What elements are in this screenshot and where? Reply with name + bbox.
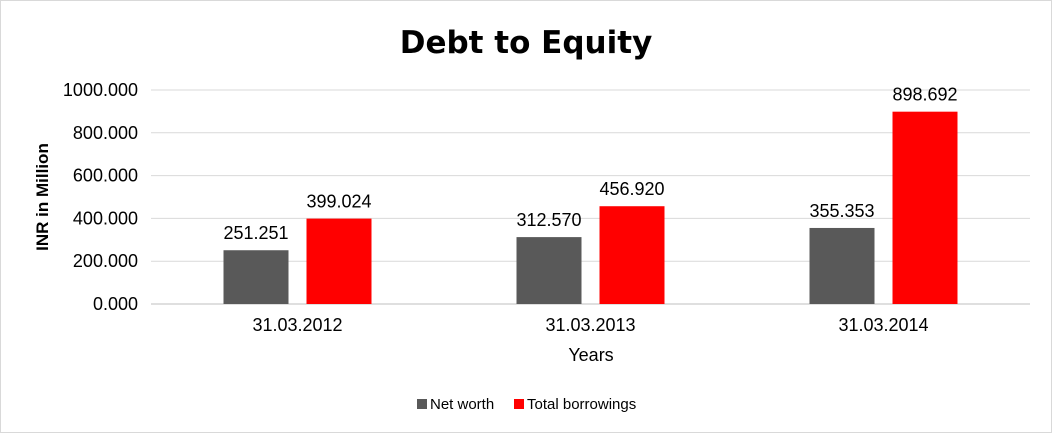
- y-axis-ticks: 0.000 200.000 400.000 600.000 800.000 1000.00…: [63, 80, 138, 314]
- y-tick-label: 200.000: [73, 251, 138, 271]
- data-labels: 251.251 399.024 312.570 456.920 355.353 898.6…: [223, 85, 957, 244]
- chart-title: Debt to Equity: [400, 25, 653, 61]
- x-tick-label: 31.03.2013: [545, 315, 635, 335]
- x-tick-label: 31.03.2014: [838, 315, 928, 335]
- legend-label: Net worth: [430, 396, 494, 413]
- y-axis-title: INR in Million: [33, 143, 52, 251]
- data-label: 399.024: [306, 192, 371, 212]
- y-tick-label: 0.000: [93, 294, 138, 314]
- data-label: 251.251: [223, 223, 288, 243]
- bar-net-worth: [223, 250, 289, 304]
- y-tick-label: 400.000: [73, 208, 138, 228]
- x-axis-ticks: 31.03.2012 31.03.2013 31.03.2014: [252, 315, 928, 335]
- data-label: 312.570: [516, 210, 581, 230]
- data-label: 898.692: [892, 85, 957, 105]
- bars: [223, 111, 958, 305]
- y-tick-label: 800.000: [73, 123, 138, 143]
- bar-net-worth: [809, 227, 875, 304]
- x-axis-title: Years: [568, 345, 613, 365]
- legend-swatch: [417, 399, 427, 409]
- bar-total-borrowings: [306, 218, 372, 304]
- data-label: 355.353: [809, 201, 874, 221]
- legend-swatch: [514, 399, 524, 409]
- data-label: 456.920: [599, 179, 664, 199]
- bar-net-worth: [516, 237, 582, 304]
- gridlines: [151, 89, 1030, 305]
- legend-label: Total borrowings: [527, 396, 636, 413]
- x-tick-label: 31.03.2012: [252, 315, 342, 335]
- bar-total-borrowings: [599, 206, 665, 304]
- y-tick-label: 600.000: [73, 166, 138, 186]
- y-tick-label: 1000.000: [63, 80, 138, 100]
- bar-total-borrowings: [892, 111, 958, 305]
- legend: Net worth Total borrowings: [417, 396, 636, 413]
